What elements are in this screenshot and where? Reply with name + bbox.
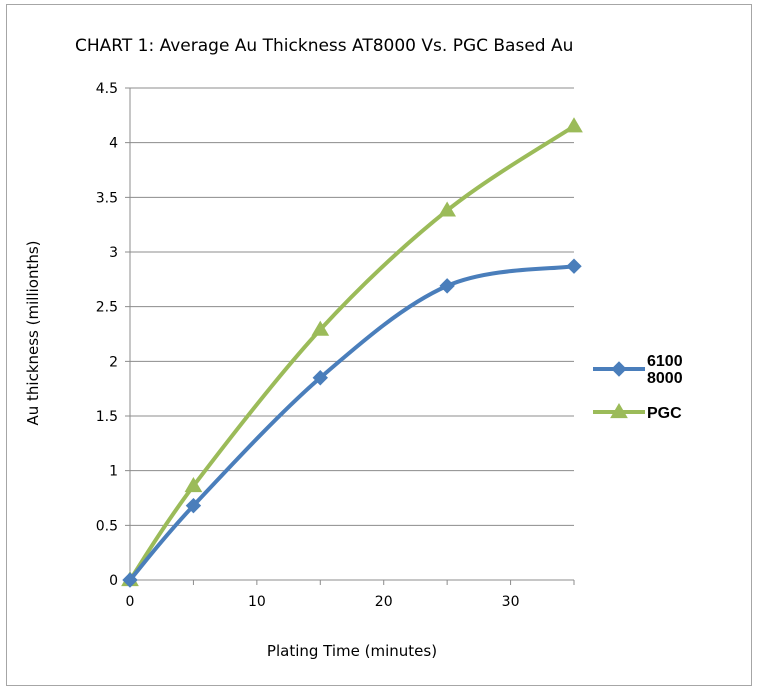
legend-marker (611, 361, 627, 377)
legend-label: PGC (647, 405, 682, 422)
legend-entry-1: PGC (593, 403, 682, 422)
data-point (185, 497, 202, 514)
series-layer (121, 117, 583, 588)
chart-title: CHART 1: Average Au Thickness AT8000 Vs.… (75, 36, 573, 56)
legend-marker (610, 403, 628, 419)
y-tick-label: 0 (109, 573, 118, 589)
series-line (128, 264, 576, 582)
data-point (566, 258, 582, 274)
legend-label-line: 6100 (647, 353, 683, 370)
data-point (122, 572, 138, 588)
legend-label-line: 8000 (647, 370, 683, 387)
y-tick-label: 2 (109, 354, 118, 370)
data-point (565, 117, 583, 133)
y-tick-label: 3.5 (96, 190, 118, 206)
y-tick-label: 3 (109, 245, 118, 261)
x-tick-label: 10 (248, 594, 266, 610)
y-tick-label: 1.5 (96, 409, 118, 425)
y-tick-label: 1 (109, 464, 118, 480)
x-tick-labels: 0 10 20 30 (126, 594, 520, 610)
y-tick-label: 0.5 (96, 518, 118, 534)
data-point (438, 201, 457, 217)
x-tick-label: 20 (375, 594, 393, 610)
data-point (439, 278, 455, 294)
y-tick-label: 4.5 (96, 81, 118, 97)
x-tick-label: 30 (502, 594, 520, 610)
y-axis-label: Au thickness (millionths) (24, 240, 42, 425)
axes (125, 88, 575, 585)
y-tick-labels: 0 0.5 1 1.5 2 2.5 3 3.5 4 4.5 (96, 81, 118, 589)
data-point (311, 320, 330, 336)
x-tick-label: 0 (126, 594, 135, 610)
data-point (184, 476, 203, 493)
y-tick-label: 4 (109, 136, 118, 152)
series-0 (122, 258, 582, 588)
y-tick-label: 2.5 (96, 300, 118, 316)
data-point (312, 370, 328, 386)
x-axis-label: Plating Time (minutes) (267, 642, 437, 660)
